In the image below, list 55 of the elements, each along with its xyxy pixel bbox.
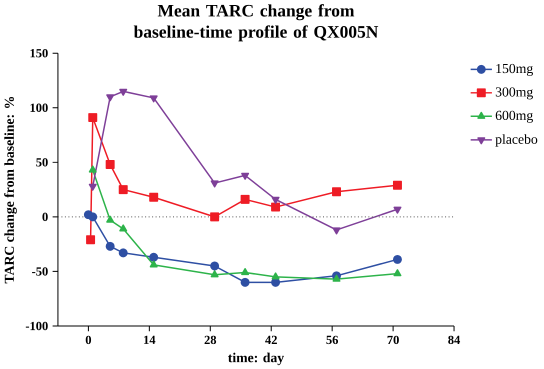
point	[119, 224, 128, 232]
x-tick-label: 14	[144, 336, 156, 344]
point	[240, 194, 250, 204]
point	[106, 216, 114, 223]
point	[332, 274, 340, 282]
x-tick-label: 84	[448, 336, 460, 344]
point	[272, 272, 280, 280]
point	[272, 196, 280, 204]
point	[150, 95, 158, 102]
x-tick-label: 0	[86, 336, 92, 344]
point	[241, 268, 250, 275]
point	[210, 270, 219, 278]
x-tick-label: 56	[326, 336, 338, 344]
point	[118, 248, 128, 258]
point	[393, 268, 402, 276]
point	[332, 187, 342, 196]
point	[88, 165, 97, 172]
y-tick-label: 150	[30, 48, 48, 58]
legend-label: 300mg	[496, 87, 533, 100]
point	[118, 184, 128, 194]
point	[332, 227, 340, 234]
point	[392, 254, 402, 264]
legend-label: 600mg	[496, 110, 533, 123]
point	[149, 192, 158, 202]
point	[271, 202, 280, 212]
y-tick-label: -100	[26, 322, 48, 330]
point	[119, 88, 128, 96]
y-tick-label: 0	[42, 212, 48, 221]
y-tick-label: -50	[32, 267, 48, 276]
point	[86, 235, 96, 244]
y-axis-title: TARC change from baseline: %	[4, 96, 17, 284]
point	[88, 212, 98, 222]
point	[210, 180, 219, 188]
point	[149, 252, 158, 262]
point	[210, 261, 220, 270]
x-axis-title: time: day	[228, 352, 284, 365]
x-tick-label: 42	[265, 336, 277, 344]
point	[106, 242, 115, 251]
legend-label: placebo	[495, 134, 538, 146]
point	[88, 184, 97, 191]
y-tick-label: 100	[30, 103, 48, 112]
point	[392, 180, 402, 190]
point	[106, 160, 115, 169]
point	[150, 260, 158, 268]
point	[240, 278, 250, 287]
y-tick-label: 50	[36, 158, 48, 166]
point	[241, 172, 250, 180]
x-tick-label: 28	[204, 336, 216, 344]
point	[88, 112, 98, 122]
legend-label: 150mg	[496, 64, 533, 76]
point	[393, 206, 402, 214]
point	[106, 94, 114, 102]
point	[210, 212, 220, 222]
x-tick-label: 70	[388, 336, 399, 344]
chart-title: Mean TARC change from baseline-time profile of QX005N	[134, 4, 378, 42]
